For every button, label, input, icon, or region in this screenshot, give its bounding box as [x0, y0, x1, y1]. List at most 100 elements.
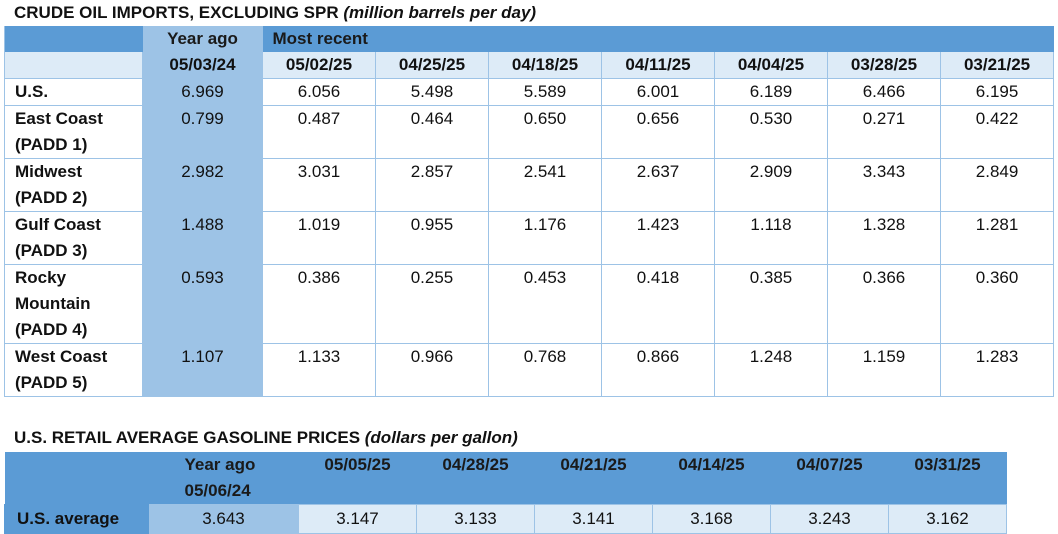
- row-label-line: U.S.: [15, 82, 49, 101]
- value-cell: 0.799: [142, 105, 263, 159]
- value-cell: 0.271: [827, 105, 941, 159]
- gasoline-year-ago-date: 05/06/24: [184, 481, 251, 500]
- value-cell: 2.857: [375, 158, 489, 212]
- gasoline-value-cell: 3.133: [416, 504, 535, 534]
- row-label: East Coast (PADD 1): [4, 105, 143, 159]
- value-cell: 1.423: [601, 211, 715, 265]
- value-cell: 0.385: [714, 264, 828, 344]
- table-row: East Coast (PADD 1) 0.799 0.487 0.464 0.650 0.…: [4, 105, 1055, 159]
- value-cell: 6.001: [601, 78, 715, 106]
- table-row: West Coast (PADD 5) 1.107 1.133 0.966 0.768 0.…: [4, 343, 1055, 397]
- value-cell: 0.386: [262, 264, 376, 344]
- row-label-line: (PADD 2): [15, 188, 88, 207]
- value-cell: 1.176: [488, 211, 602, 265]
- value-cell: 0.768: [488, 343, 602, 397]
- value-cell: 1.118: [714, 211, 828, 265]
- value-cell: 2.637: [601, 158, 715, 212]
- gasoline-prices-unit: (dollars per gallon): [364, 428, 518, 447]
- gasoline-date-header-cell: 04/07/25: [770, 452, 889, 505]
- value-cell: 0.530: [714, 105, 828, 159]
- row-label-line: Midwest: [15, 162, 83, 181]
- date-header-cell: 04/04/25: [714, 52, 828, 79]
- value-cell: 6.189: [714, 78, 828, 106]
- value-cell: 2.909: [714, 158, 828, 212]
- date-header-cell: 03/21/25: [940, 52, 1055, 79]
- date-corner: [4, 52, 143, 79]
- row-label: West Coast (PADD 5): [4, 343, 143, 397]
- crude-imports-title-text: CRUDE OIL IMPORTS, EXCLUDING SPR: [14, 3, 339, 22]
- row-label-line: Rocky: [15, 268, 67, 287]
- value-cell: 2.982: [142, 158, 263, 212]
- gasoline-value-cell: 3.162: [888, 504, 1007, 534]
- value-cell: 5.589: [488, 78, 602, 106]
- value-cell: 5.498: [375, 78, 489, 106]
- gasoline-value-cell: 3.168: [652, 504, 771, 534]
- header-most-recent: Most recent: [262, 26, 1054, 52]
- date-header-cell: 04/25/25: [375, 52, 489, 79]
- row-label-line: Gulf Coast: [15, 215, 101, 234]
- gasoline-date-header-cell: 04/21/25: [534, 452, 653, 505]
- crude-date-row: 05/03/24 05/02/25 04/25/25 04/18/25 04/11/25…: [4, 52, 1055, 79]
- value-cell: 6.195: [940, 78, 1055, 106]
- row-label-line: (PADD 5): [15, 373, 88, 392]
- value-cell: 1.019: [262, 211, 376, 265]
- value-cell: 3.031: [262, 158, 376, 212]
- row-label-line: East Coast: [15, 109, 103, 128]
- value-cell: 1.107: [142, 343, 263, 397]
- value-cell: 2.849: [940, 158, 1055, 212]
- table-row: U.S. 6.969 6.056 5.498 5.589 6.001 6.189 6.466 6…: [4, 78, 1055, 106]
- value-cell: 1.248: [714, 343, 828, 397]
- gasoline-date-header-cell: 04/28/25: [416, 452, 535, 505]
- value-cell: 0.866: [601, 343, 715, 397]
- value-cell: 0.422: [940, 105, 1055, 159]
- gasoline-header-row: Year ago 05/06/24 05/05/25 04/28/25 04/21/…: [4, 452, 1007, 505]
- value-cell: 0.955: [375, 211, 489, 265]
- table-row: Midwest (PADD 2) 2.982 3.031 2.857 2.541 2.637…: [4, 158, 1055, 212]
- gasoline-header-year-ago: Year ago 05/06/24: [148, 452, 299, 505]
- gasoline-prices-title: U.S. RETAIL AVERAGE GASOLINE PRICES (dol…: [14, 428, 518, 448]
- gasoline-date-header-cell: 04/14/25: [652, 452, 771, 505]
- crude-imports-title: CRUDE OIL IMPORTS, EXCLUDING SPR (millio…: [14, 3, 536, 23]
- crude-imports-unit: (million barrels per day): [343, 3, 537, 22]
- gasoline-prices-table: Year ago 05/06/24 05/05/25 04/28/25 04/21/…: [4, 452, 1007, 534]
- row-label-line: West Coast: [15, 347, 108, 366]
- gasoline-value-cell: 3.643: [148, 504, 299, 534]
- value-cell: 1.281: [940, 211, 1055, 265]
- value-cell: 2.541: [488, 158, 602, 212]
- date-header-cell: 04/18/25: [488, 52, 602, 79]
- value-cell: 0.656: [601, 105, 715, 159]
- gasoline-date-header-cell: 05/05/25: [298, 452, 417, 505]
- table-row: Rocky Mountain (PADD 4) 0.593 0.386 0.255 0.45…: [4, 264, 1055, 344]
- row-label: Midwest (PADD 2): [4, 158, 143, 212]
- value-cell: 0.366: [827, 264, 941, 344]
- value-cell: 0.255: [375, 264, 489, 344]
- value-cell: 6.056: [262, 78, 376, 106]
- gasoline-value-cell: 3.141: [534, 504, 653, 534]
- row-label-line: (PADD 1): [15, 135, 88, 154]
- value-cell: 6.466: [827, 78, 941, 106]
- value-cell: 1.488: [142, 211, 263, 265]
- value-cell: 0.453: [488, 264, 602, 344]
- gasoline-value-cell: 3.147: [298, 504, 417, 534]
- value-cell: 0.418: [601, 264, 715, 344]
- row-label: U.S.: [4, 78, 143, 106]
- gasoline-data-row: U.S. average 3.643 3.147 3.133 3.141 3.168 3.…: [4, 504, 1007, 534]
- gasoline-year-ago-label: Year ago: [184, 455, 256, 474]
- date-header-cell: 04/11/25: [601, 52, 715, 79]
- value-cell: 0.464: [375, 105, 489, 159]
- value-cell: 1.328: [827, 211, 941, 265]
- value-cell: 0.593: [142, 264, 263, 344]
- row-label-line: Mountain: [15, 294, 91, 313]
- header-corner: [4, 26, 143, 52]
- date-header-cell: 03/28/25: [827, 52, 941, 79]
- value-cell: 1.283: [940, 343, 1055, 397]
- crude-header-row-1: Year ago Most recent: [4, 26, 1054, 52]
- gasoline-header-corner: [4, 452, 149, 505]
- value-cell: 0.487: [262, 105, 376, 159]
- value-cell: 0.650: [488, 105, 602, 159]
- date-header-cell: 05/02/25: [262, 52, 376, 79]
- table-row: Gulf Coast (PADD 3) 1.488 1.019 0.955 1.176 1.…: [4, 211, 1055, 265]
- gasoline-value-cell: 3.243: [770, 504, 889, 534]
- row-label: Gulf Coast (PADD 3): [4, 211, 143, 265]
- row-label: Rocky Mountain (PADD 4): [4, 264, 143, 344]
